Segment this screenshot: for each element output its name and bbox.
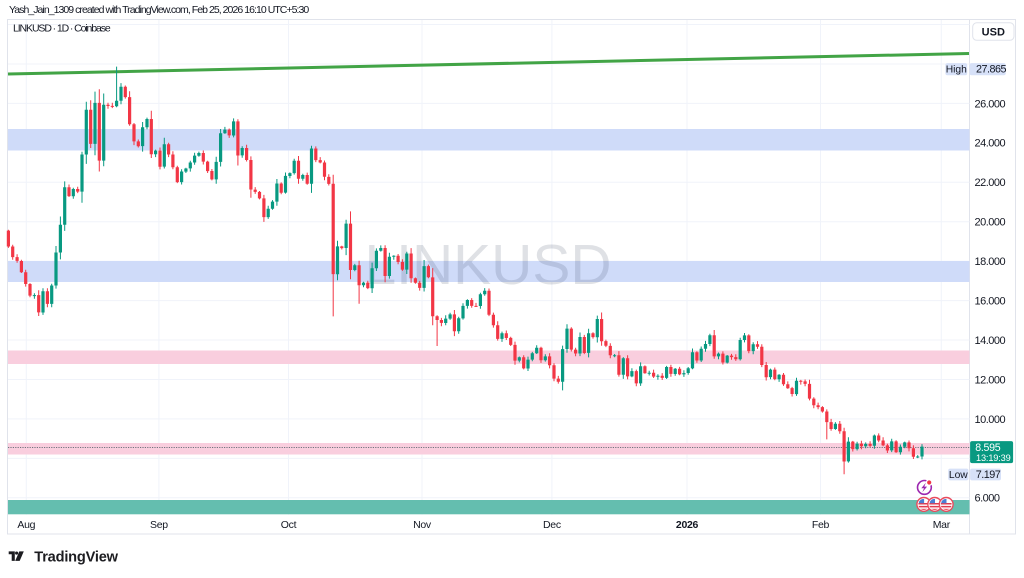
svg-text:Sep: Sep xyxy=(150,519,168,531)
svg-text:18.000: 18.000 xyxy=(975,256,1006,268)
svg-text:2026: 2026 xyxy=(676,519,699,531)
svg-text:Aug: Aug xyxy=(17,519,35,531)
svg-text:14.000: 14.000 xyxy=(975,335,1006,347)
svg-text:TradingView: TradingView xyxy=(34,549,118,565)
svg-text:12.000: 12.000 xyxy=(975,374,1006,386)
svg-text:7.197: 7.197 xyxy=(976,469,1001,481)
svg-text:Yash_Jain_1309 created with Tr: Yash_Jain_1309 created with TradingView.… xyxy=(9,4,309,16)
svg-text:Low: Low xyxy=(949,470,968,481)
svg-text:27.865: 27.865 xyxy=(976,64,1007,76)
svg-text:16.000: 16.000 xyxy=(975,296,1006,308)
svg-text:Feb: Feb xyxy=(812,519,830,531)
svg-text:High: High xyxy=(946,65,967,76)
svg-text:26.000: 26.000 xyxy=(975,98,1006,110)
svg-text:10.000: 10.000 xyxy=(975,414,1006,426)
svg-text:22.000: 22.000 xyxy=(975,177,1006,189)
svg-text:LINKUSD · 1D · Coinbase: LINKUSD · 1D · Coinbase xyxy=(13,23,111,35)
svg-text:13:19:39: 13:19:39 xyxy=(976,453,1011,463)
svg-text:Mar: Mar xyxy=(933,519,951,531)
svg-text:USD: USD xyxy=(982,26,1005,38)
svg-text:6.000: 6.000 xyxy=(975,493,1000,505)
svg-text:Nov: Nov xyxy=(413,519,432,531)
svg-text:Dec: Dec xyxy=(543,519,561,531)
svg-text:8.595: 8.595 xyxy=(975,442,1000,454)
svg-text:Oct: Oct xyxy=(281,519,297,531)
svg-text:24.000: 24.000 xyxy=(975,138,1006,150)
svg-text:20.000: 20.000 xyxy=(975,217,1006,229)
